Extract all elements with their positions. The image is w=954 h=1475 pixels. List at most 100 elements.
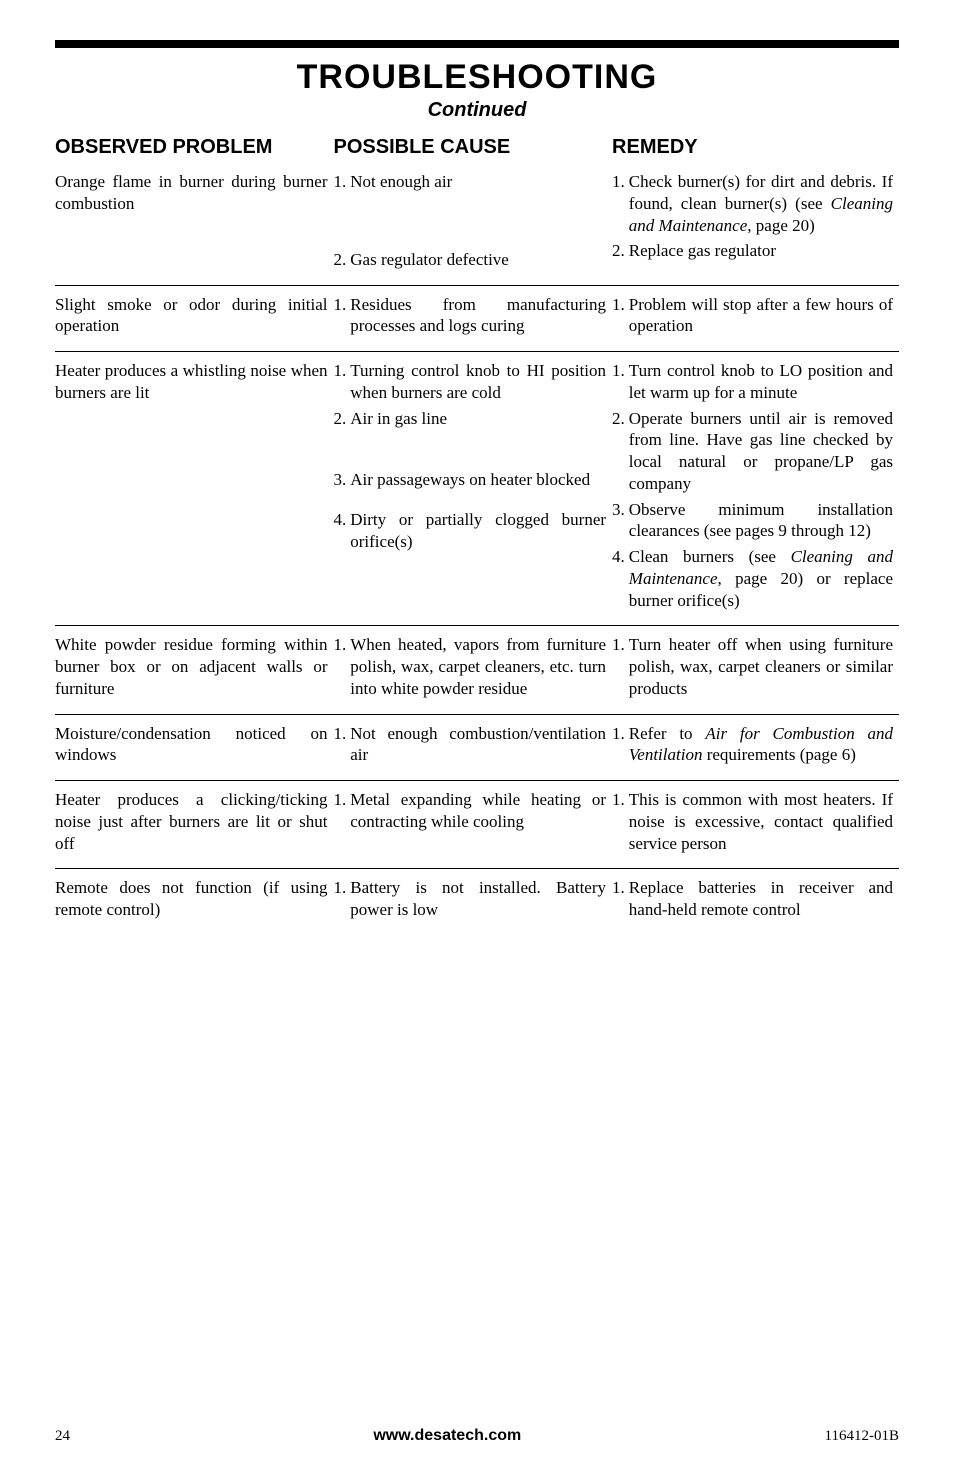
cause-cell: 1.Residues from manufacturing processes … <box>334 285 613 352</box>
remedy-cell: 1.Replace batteries in receiver and hand… <box>612 869 899 935</box>
observed-text: Heater produces a clicking/tick­ing nois… <box>55 789 328 854</box>
item-number: 2. <box>612 408 629 495</box>
page-subtitle: Continued <box>55 99 899 122</box>
item-number: 1. <box>334 789 351 833</box>
list-item: 1.Problem will stop after a few hours of… <box>612 294 893 338</box>
cause-cell: 1.Turning control knob to HI position wh… <box>334 352 613 626</box>
item-number: 2. <box>334 408 351 430</box>
item-text: Air passageways on heater blocked <box>350 469 606 491</box>
item-text: Turn control knob to LO position and let… <box>629 360 893 404</box>
remedy-cell: 1.Refer to Air for Combustion and Ventil… <box>612 714 899 781</box>
item-text: Air in gas line <box>350 408 606 430</box>
table-row: White powder residue forming within burn… <box>55 626 899 714</box>
table-row: Remote does not function (if using remot… <box>55 869 899 935</box>
list-item: 4.Dirty or partially clogged burner orif… <box>334 509 607 553</box>
header-observed: OBSERVED PROBLEM <box>55 136 334 163</box>
page-title: TROUBLESHOOTING <box>55 58 899 97</box>
footer: 24 www.desatech.com 116412-01B <box>55 1427 899 1445</box>
item-number: 3. <box>612 499 629 543</box>
observed-cell: Heater produces a clicking/tick­ing nois… <box>55 781 334 869</box>
item-number: 1. <box>612 723 629 767</box>
list-item: 1.Check burner(s) for dirt and debris. I… <box>612 171 893 236</box>
item-number: 4. <box>612 546 629 611</box>
table-row: Slight smoke or odor during initial oper… <box>55 285 899 352</box>
item-number: 1. <box>334 294 351 338</box>
remedy-cell: 1.This is common with most heat­ers. If … <box>612 781 899 869</box>
item-text: Replace batteries in receiver and hand-h… <box>629 877 893 921</box>
troubleshooting-table: OBSERVED PROBLEM POSSIBLE CAUSE REMEDY O… <box>55 136 899 935</box>
observed-cell: Orange flame in burner during burner com… <box>55 163 334 285</box>
item-number: 1. <box>334 634 351 699</box>
cause-cell: 1.When heated, vapors from furniture pol… <box>334 626 613 714</box>
list-item: 1.Turn control knob to LO position and l… <box>612 360 893 404</box>
observed-text: Remote does not function (if using remot… <box>55 877 328 921</box>
item-number: 1. <box>334 171 351 193</box>
observed-text: Moisture/condensation noticed on windows <box>55 723 328 767</box>
observed-cell: Remote does not function (if using remot… <box>55 869 334 935</box>
item-text: Check burner(s) for dirt and debris. If … <box>629 171 893 236</box>
cause-cell: 1.Not enough air 2.Gas regulator defectiv… <box>334 163 613 285</box>
list-item: 3.Air passageways on heater blocked <box>334 469 607 491</box>
item-text: Not enough air <box>350 171 606 193</box>
item-number: 1. <box>612 634 629 699</box>
list-item: 2.Air in gas line <box>334 408 607 430</box>
observed-cell: Heater produces a whistling noise when b… <box>55 352 334 626</box>
list-item: 2.Replace gas regulator <box>612 240 893 262</box>
item-text: Battery is not installed. Bat­tery power… <box>350 877 606 921</box>
list-item: 1.Turning control knob to HI position wh… <box>334 360 607 404</box>
table-row: Moisture/condensation noticed on windows… <box>55 714 899 781</box>
list-item: 4.Clean burners (see Cleaning and Mainte… <box>612 546 893 611</box>
cause-cell: 1.Metal expanding while heating or contr… <box>334 781 613 869</box>
item-text: Residues from manufacturing processes an… <box>350 294 606 338</box>
remedy-cell: 1.Turn heater off when using furniture p… <box>612 626 899 714</box>
list-item: 2.Operate burners until air is removed f… <box>612 408 893 495</box>
cause-cell: 1.Battery is not installed. Bat­tery pow… <box>334 869 613 935</box>
observed-cell: White powder residue forming within burn… <box>55 626 334 714</box>
top-rule <box>55 40 899 48</box>
list-item: 1.This is common with most heat­ers. If … <box>612 789 893 854</box>
item-number: 1. <box>612 294 629 338</box>
item-text: Clean burners (see Cleaning and Maintena… <box>629 546 893 611</box>
item-number: 1. <box>334 360 351 404</box>
item-text: Not enough combustion/venti­lation air <box>350 723 606 767</box>
observed-cell: Slight smoke or odor during initial oper… <box>55 285 334 352</box>
item-text: When heated, vapors from furniture polis… <box>350 634 606 699</box>
item-number: 1. <box>612 360 629 404</box>
footer-page: 24 <box>55 1428 70 1445</box>
item-text: Metal expanding while heating or contrac… <box>350 789 606 833</box>
cause-cell: 1.Not enough combustion/venti­lation air <box>334 714 613 781</box>
observed-text: White powder residue forming within burn… <box>55 634 328 699</box>
list-item: 1.Not enough combustion/venti­lation air <box>334 723 607 767</box>
item-number: 3. <box>334 469 351 491</box>
table-row: Heater produces a whistling noise when b… <box>55 352 899 626</box>
item-text: Refer to Air for Combustion and Ventilat… <box>629 723 893 767</box>
item-text: Dirty or partially clogged burner orific… <box>350 509 606 553</box>
item-number: 1. <box>612 171 629 236</box>
list-item: 1.Refer to Air for Combustion and Ventil… <box>612 723 893 767</box>
observed-text: Heater produces a whistling noise when b… <box>55 360 328 404</box>
remedy-cell: 1.Problem will stop after a few hours of… <box>612 285 899 352</box>
observed-text: Slight smoke or odor during initial oper… <box>55 294 328 338</box>
table-row: Heater produces a clicking/tick­ing nois… <box>55 781 899 869</box>
remedy-cell: 1.Turn control knob to LO position and l… <box>612 352 899 626</box>
list-item: 1.Turn heater off when using furniture p… <box>612 634 893 699</box>
footer-url: www.desatech.com <box>373 1427 521 1445</box>
item-text: Replace gas regulator <box>629 240 893 262</box>
list-item: 1.Residues from manufacturing processes … <box>334 294 607 338</box>
item-text: Turning control knob to HI position when… <box>350 360 606 404</box>
list-item: 1.Battery is not installed. Bat­tery pow… <box>334 877 607 921</box>
item-number: 1. <box>334 877 351 921</box>
list-item: 2.Gas regulator defective <box>334 249 607 271</box>
item-number: 4. <box>334 509 351 553</box>
item-text: Gas regulator defective <box>350 249 606 271</box>
list-item: 3.Observe minimum instal­lation clearanc… <box>612 499 893 543</box>
item-text: This is common with most heat­ers. If no… <box>629 789 893 854</box>
item-number: 1. <box>334 723 351 767</box>
remedy-cell: 1.Check burner(s) for dirt and debris. I… <box>612 163 899 285</box>
list-item: 1.Replace batteries in receiver and hand… <box>612 877 893 921</box>
observed-cell: Moisture/condensation noticed on windows <box>55 714 334 781</box>
item-number: 2. <box>334 249 351 271</box>
list-item: 1.Not enough air <box>334 171 607 193</box>
table-row: Orange flame in burner during burner com… <box>55 163 899 285</box>
item-text: Observe minimum instal­lation clearances… <box>629 499 893 543</box>
